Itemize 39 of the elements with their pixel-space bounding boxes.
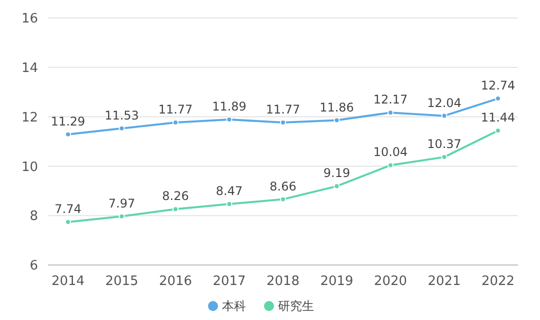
x-tick-label: 2022 — [481, 274, 515, 289]
legend-label: 研究生 — [278, 299, 314, 314]
point — [172, 206, 179, 212]
y-tick-label: 6 — [30, 258, 38, 274]
x-tick-label: 2021 — [428, 274, 461, 289]
data-label: 7.74 — [54, 202, 82, 216]
x-tick-label: 2015 — [105, 274, 138, 289]
x-tick-label: 2014 — [51, 274, 85, 289]
x-tick-label: 2020 — [374, 274, 408, 289]
point — [387, 110, 394, 116]
y-tick-label: 14 — [21, 60, 38, 76]
point — [280, 196, 286, 202]
data-label: 12.04 — [427, 96, 462, 110]
data-label: 8.26 — [162, 189, 189, 204]
y-tick-label: 8 — [30, 209, 38, 224]
data-label: 8.47 — [216, 184, 243, 198]
data-label: 11.29 — [50, 114, 86, 128]
data-label: 11.77 — [266, 102, 300, 116]
data-label: 9.19 — [323, 166, 350, 180]
data-label: 7.97 — [108, 196, 136, 210]
point — [387, 162, 394, 168]
x-tick-label: 2016 — [158, 274, 192, 289]
data-label: 11.89 — [212, 100, 246, 114]
data-label: 10.37 — [427, 137, 462, 152]
data-label: 11.77 — [158, 102, 193, 116]
y-tick-label: 10 — [21, 160, 38, 175]
data-label: 8.66 — [270, 179, 296, 194]
data-label: 12.17 — [373, 92, 408, 107]
data-label: 11.53 — [104, 108, 139, 122]
data-label: 11.44 — [480, 110, 516, 125]
y-tick-label: 12 — [21, 110, 38, 126]
x-tick-label: 2018 — [266, 274, 300, 289]
data-label: 12.74 — [480, 78, 516, 93]
x-tick-label: 2017 — [212, 274, 246, 289]
data-label: 10.04 — [373, 145, 408, 160]
y-tick-label: 16 — [21, 12, 38, 27]
legend-label: 本科 — [222, 299, 246, 314]
data-label: 11.86 — [320, 100, 354, 114]
x-tick-label: 2019 — [320, 274, 354, 289]
